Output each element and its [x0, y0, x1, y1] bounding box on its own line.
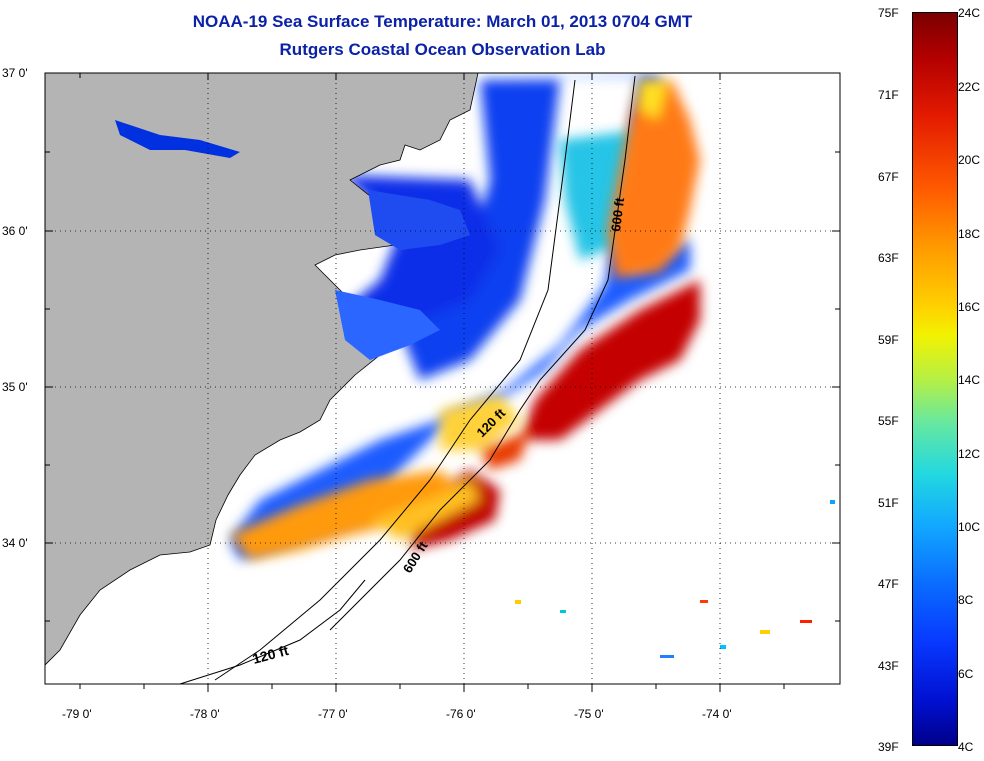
- contour-label-600ft-north: 600 ft: [608, 196, 627, 232]
- colorbar-c-label: 20C: [958, 153, 981, 167]
- colorbar-f-label: 63F: [878, 251, 899, 265]
- colorbar-f-label: 67F: [878, 170, 899, 184]
- contour-120ft: [214, 79, 576, 681]
- colorbar-f-label: 47F: [878, 577, 899, 591]
- chesapeake-inlet: [115, 120, 240, 158]
- colorbar-c-label: 12C: [958, 447, 981, 461]
- colorbar-f-label: 43F: [878, 659, 899, 673]
- map-title: NOAA-19 Sea Surface Temperature: March 0…: [192, 12, 693, 31]
- land-mass: [45, 73, 479, 666]
- colorbar-c-label: 6C: [958, 667, 974, 681]
- colorbar-c-label: 10C: [958, 520, 981, 534]
- contour-600ft: [329, 75, 636, 631]
- lon-label-78: -78 0': [190, 707, 220, 721]
- colorbar-f-label: 75F: [878, 6, 899, 20]
- lon-label-77: -77 0': [318, 707, 348, 721]
- colorbar-f-label: 59F: [878, 333, 899, 347]
- colorbar-c-label: 16C: [958, 300, 981, 314]
- colorbar-f-label: 71F: [878, 88, 899, 102]
- colorbar-c-label: 8C: [958, 593, 974, 607]
- pamlico-sound: [335, 290, 440, 360]
- colorbar-f-label: 39F: [878, 740, 899, 754]
- sst-scattered-pixels: [515, 500, 835, 658]
- albemarle-sound: [368, 190, 470, 250]
- lon-label-75: -75 0': [574, 707, 604, 721]
- colorbar-c-label: 24C: [958, 6, 981, 20]
- lat-label-37: 37 0': [2, 66, 28, 80]
- lat-label-35: 35 0': [2, 380, 28, 394]
- sst-gulf-stream-core: [230, 280, 700, 560]
- lon-label-79: -79 0': [62, 707, 92, 721]
- lat-label-36: 36 0': [2, 224, 28, 238]
- temperature-colorbar: [912, 12, 958, 746]
- lat-label-34: 34 0': [2, 536, 28, 550]
- colorbar-f-label: 55F: [878, 414, 899, 428]
- axis-ticks: [45, 72, 840, 692]
- map-subtitle: Rutgers Coastal Ocean Observation Lab: [279, 40, 606, 59]
- sst-gulf-stream-north: [608, 78, 700, 278]
- colorbar-f-label: 51F: [878, 496, 899, 510]
- contour-label-120ft-south: 120 ft: [251, 642, 291, 667]
- plot-frame: [44, 72, 841, 685]
- graticule: [45, 73, 840, 684]
- colorbar-c-label: 4C: [958, 740, 974, 754]
- colorbar-c-label: 18C: [958, 227, 981, 241]
- lon-label-76: -76 0': [446, 707, 476, 721]
- colorbar-c-label: 14C: [958, 373, 981, 387]
- contour-120ft-south: [179, 579, 366, 684]
- colorbar-c-label: 22C: [958, 80, 981, 94]
- lon-label-74: -74 0': [702, 707, 732, 721]
